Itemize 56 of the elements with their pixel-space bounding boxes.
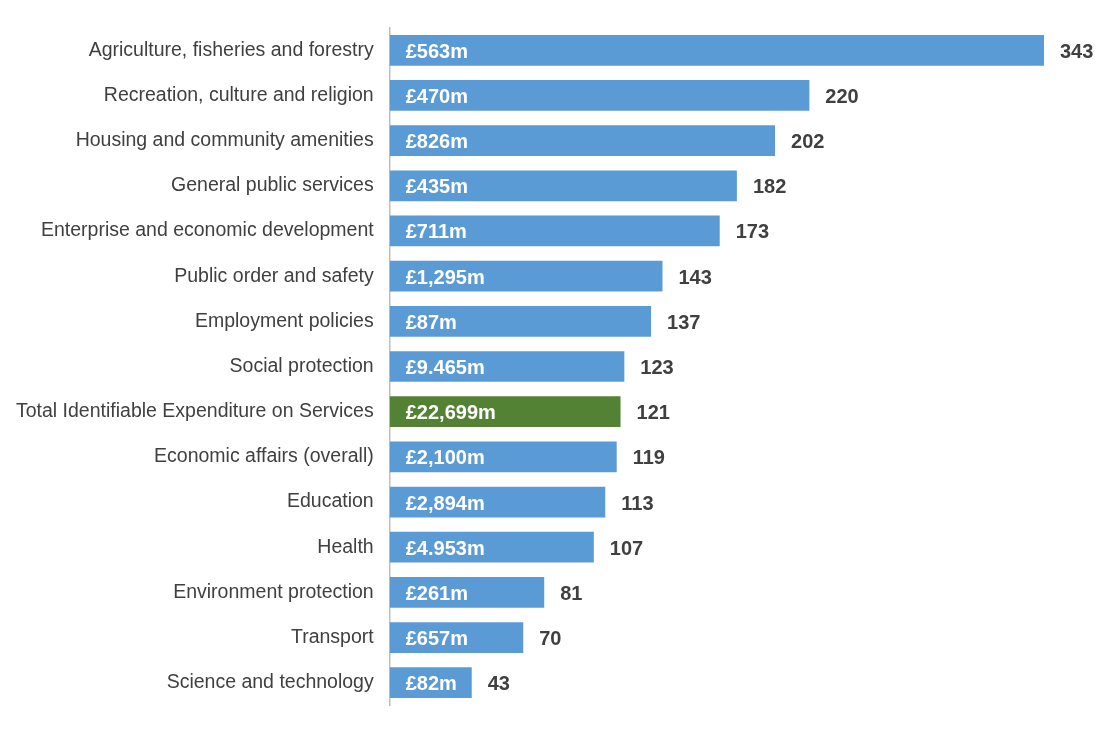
annotation: £435m	[405, 175, 468, 198]
data-label: 43	[487, 672, 510, 695]
data-label: 70	[539, 627, 562, 650]
bar	[389, 260, 663, 292]
y-tick-label: Education	[286, 489, 374, 512]
bar	[389, 531, 594, 563]
annotation: £563m	[405, 39, 468, 62]
data-label: 173	[735, 220, 770, 243]
data-label: 220	[825, 84, 859, 107]
data-label: 123	[640, 356, 674, 379]
bar	[389, 80, 810, 111]
bar	[389, 396, 621, 428]
y-tick-label: Enterprise and economic development	[40, 218, 375, 241]
annotation: £2,894m	[405, 491, 485, 514]
annotation: £261m	[405, 581, 468, 604]
annotation: £22,699m	[405, 401, 496, 424]
data-label: 143	[678, 265, 712, 288]
annotation: £87m	[405, 310, 457, 333]
data-label: 81	[560, 581, 583, 604]
data-label: 343	[1060, 39, 1094, 62]
y-tick-label: Transport	[290, 624, 375, 647]
data-label: 113	[621, 491, 654, 514]
annotation: £9.465m	[405, 356, 485, 379]
bar	[389, 125, 776, 156]
annotation: £4.953m	[405, 536, 485, 559]
data-label: 137	[667, 310, 701, 333]
data-label: 107	[609, 536, 644, 559]
annotation: £2,100m	[405, 446, 485, 469]
annotation: £711m	[405, 220, 467, 243]
y-tick-label: Public order and safety	[174, 263, 374, 286]
y-tick-label: General public services	[171, 173, 374, 196]
annotation: £657m	[405, 627, 468, 650]
y-tick-label: Total Identifiable Expenditure on Services	[15, 399, 374, 422]
data-label: 182	[752, 175, 787, 198]
annotation: £82m	[405, 672, 457, 695]
y-tick-label: Social protection	[229, 353, 374, 376]
bar	[389, 215, 720, 247]
annotation: £1,295m	[405, 265, 485, 288]
y-tick-label: Health	[317, 534, 374, 557]
bar	[389, 34, 1044, 66]
bar	[389, 441, 617, 473]
bar	[389, 170, 737, 202]
data-label: 121	[636, 401, 670, 424]
annotation: £826m	[405, 130, 468, 153]
y-tick-label: Recreation, culture and religion	[103, 82, 374, 105]
y-tick-label: Science and technology	[166, 670, 374, 693]
y-tick-label: Employment policies	[194, 308, 374, 331]
data-label: 202	[791, 130, 825, 153]
bar	[389, 351, 625, 382]
y-tick-label: Economic affairs (overall)	[154, 444, 374, 467]
bar	[389, 305, 652, 337]
annotation: £470m	[405, 84, 468, 107]
y-tick-label: Environment protection	[173, 579, 374, 602]
data-label: 119	[632, 446, 665, 469]
y-tick-label: Agriculture, fisheries and forestry	[88, 37, 374, 60]
y-tick-label: Housing and community amenities	[75, 128, 374, 151]
